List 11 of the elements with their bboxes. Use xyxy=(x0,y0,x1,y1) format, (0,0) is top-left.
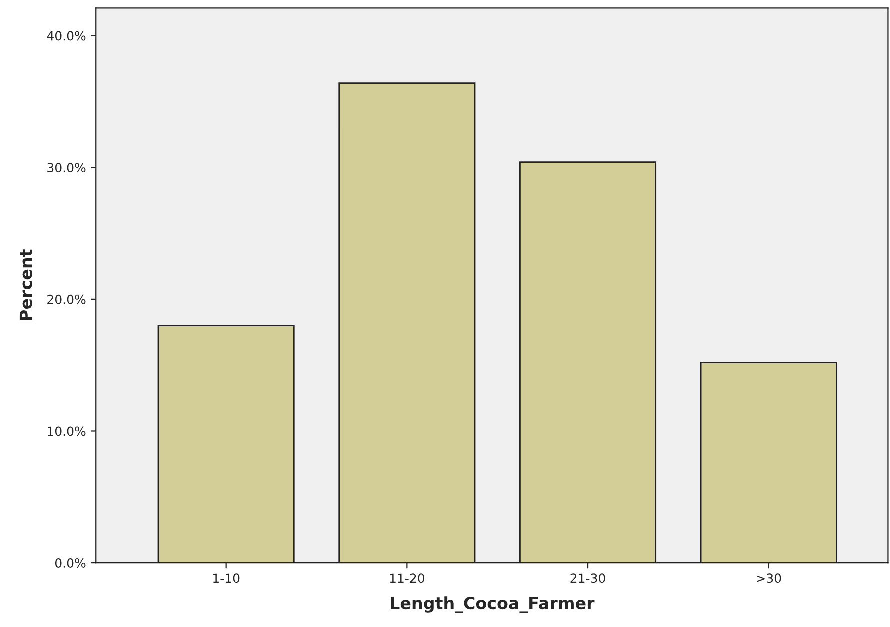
y-tick-label: 20.0% xyxy=(48,294,86,304)
x-tick-label: 11-20 xyxy=(390,574,425,584)
x-tick-label: 1-10 xyxy=(214,574,240,584)
y-tick-label: 40.0% xyxy=(47,31,86,41)
x-tick-label: 21-30 xyxy=(570,574,606,584)
y-tick-label: 0.0% xyxy=(55,558,86,568)
y-axis-title: Percent xyxy=(20,250,32,320)
y-tick-label: 10.0% xyxy=(48,426,86,436)
x-tick-label: >30 xyxy=(756,574,782,584)
x-axis-title: Length_Cocoa_Farmer xyxy=(391,596,595,614)
y-tick-label: 30.0% xyxy=(48,163,86,173)
